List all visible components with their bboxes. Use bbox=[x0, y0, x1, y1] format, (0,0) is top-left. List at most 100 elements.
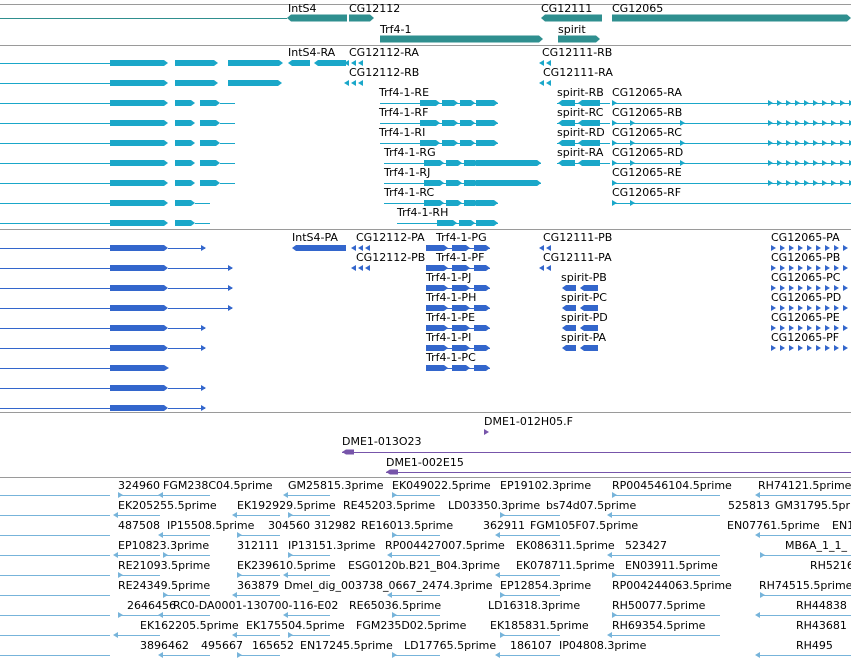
protein-label[interactable]: Trf4-1-PF bbox=[435, 251, 484, 264]
protein-label[interactable]: CG12111-PB bbox=[543, 231, 612, 244]
est-label[interactable]: EP19102.3prime bbox=[500, 479, 591, 492]
est-label[interactable]: ESG0120b.B21_B04.3prime bbox=[348, 559, 500, 572]
transcript-label[interactable]: CG12065-RC bbox=[612, 126, 682, 139]
est-label[interactable]: RH74121.5prime bbox=[758, 479, 851, 492]
est-label[interactable]: FGM105F07.5prime bbox=[530, 519, 638, 532]
est-label[interactable]: RH69354.5prime bbox=[612, 619, 706, 632]
protein-label[interactable]: CG12065-PE bbox=[771, 311, 840, 324]
est-label[interactable]: 312111 bbox=[237, 539, 279, 552]
transcript-label[interactable]: CG12065-RB bbox=[612, 106, 682, 119]
est-label[interactable]: RP004546104.5prime bbox=[612, 479, 732, 492]
protein-label[interactable]: Trf4-1-PG bbox=[435, 231, 487, 244]
protein-label[interactable]: Trf4-1-PJ bbox=[425, 271, 471, 284]
est-label[interactable]: RH495 bbox=[796, 639, 833, 652]
gene-label[interactable]: IntS4 bbox=[288, 2, 317, 15]
protein-label[interactable]: CG12065-PD bbox=[771, 291, 841, 304]
transcript-label[interactable]: IntS4-RA bbox=[288, 46, 336, 59]
transcript-label[interactable]: Trf4-1-RF bbox=[378, 106, 428, 119]
est-label[interactable]: RH50077.5prime bbox=[612, 599, 706, 612]
protein-label[interactable]: CG12065-PA bbox=[771, 231, 840, 244]
clone-label[interactable]: DME1-012H05.F bbox=[484, 415, 573, 428]
est-label[interactable]: GM25815.3prime bbox=[288, 479, 384, 492]
transcript-label[interactable]: Trf4-1-RJ bbox=[383, 166, 430, 179]
est-label[interactable]: 363879 bbox=[237, 579, 279, 592]
clone-label[interactable]: DME1-002E15 bbox=[386, 456, 464, 469]
est-label[interactable]: bs74d07.5prime bbox=[546, 499, 636, 512]
est-label[interactable]: FGM238C04.5prime bbox=[163, 479, 273, 492]
transcript-label[interactable]: spirit-RA bbox=[557, 146, 604, 159]
est-label[interactable]: 304560 bbox=[268, 519, 310, 532]
est-label[interactable]: RE16013.5prime bbox=[361, 519, 453, 532]
est-label[interactable]: EP12854.3prime bbox=[500, 579, 591, 592]
transcript-label[interactable]: CG12111-RA bbox=[543, 66, 613, 79]
protein-label[interactable]: Trf4-1-PH bbox=[425, 291, 476, 304]
protein-label[interactable]: CG12112-PA bbox=[356, 231, 425, 244]
transcript-label[interactable]: CG12065-RA bbox=[612, 86, 682, 99]
est-label[interactable]: MB6A_1_1_ bbox=[785, 539, 848, 552]
est-label[interactable]: EK162205.5prime bbox=[140, 619, 239, 632]
transcript-label[interactable]: spirit-RD bbox=[557, 126, 605, 139]
est-label[interactable]: LD03350.3prime bbox=[448, 499, 540, 512]
transcript-label[interactable]: CG12112-RA bbox=[349, 46, 419, 59]
protein-label[interactable]: CG12065-PB bbox=[771, 251, 840, 264]
est-label[interactable]: 165652 bbox=[252, 639, 294, 652]
est-label[interactable]: FGM235D02.5prime bbox=[356, 619, 467, 632]
protein-label[interactable]: Trf4-1-PC bbox=[425, 351, 476, 364]
est-label[interactable]: 487508 bbox=[118, 519, 160, 532]
est-label[interactable]: RH52167 bbox=[810, 559, 851, 572]
transcript-label[interactable]: CG12111-RB bbox=[542, 46, 612, 59]
protein-label[interactable]: CG12065-PC bbox=[771, 271, 841, 284]
est-label[interactable]: Dmel_dig_003738_0667_2474.3prime bbox=[284, 579, 493, 592]
protein-label[interactable]: CG12111-PA bbox=[543, 251, 612, 264]
clone-label[interactable]: DME1-013O23 bbox=[342, 435, 422, 448]
est-label[interactable]: IP13151.3prime bbox=[288, 539, 376, 552]
protein-label[interactable]: spirit-PC bbox=[561, 291, 607, 304]
protein-label[interactable]: spirit-PA bbox=[561, 331, 607, 344]
est-label[interactable]: EK175504.5prime bbox=[246, 619, 345, 632]
est-label[interactable]: RP004244063.5prime bbox=[612, 579, 732, 592]
est-label[interactable]: LD17765.5prime bbox=[404, 639, 496, 652]
est-label[interactable]: 324960 bbox=[118, 479, 160, 492]
protein-label[interactable]: CG12112-PB bbox=[356, 251, 425, 264]
est-label[interactable]: 312982 bbox=[314, 519, 356, 532]
est-label[interactable]: EK192929.5prime bbox=[237, 499, 336, 512]
gene-label[interactable]: CG12065 bbox=[612, 2, 663, 15]
est-label[interactable]: IP15508.5prime bbox=[167, 519, 255, 532]
gene-label[interactable]: CG12112 bbox=[349, 2, 400, 15]
protein-label[interactable]: IntS4-PA bbox=[292, 231, 338, 244]
protein-label[interactable]: CG12065-PF bbox=[771, 331, 839, 344]
transcript-label[interactable]: CG12065-RD bbox=[612, 146, 683, 159]
est-label[interactable]: LD16318.3prime bbox=[488, 599, 580, 612]
transcript-label[interactable]: Trf4-1-RE bbox=[378, 86, 429, 99]
est-label[interactable]: GM31795.5prime bbox=[775, 499, 851, 512]
est-label[interactable]: RE24349.5prime bbox=[118, 579, 210, 592]
est-label[interactable]: EK086311.5prime bbox=[516, 539, 615, 552]
transcript-label[interactable]: Trf4-1-RH bbox=[396, 206, 448, 219]
protein-label[interactable]: spirit-PD bbox=[561, 311, 608, 324]
transcript-label[interactable]: CG12065-RE bbox=[612, 166, 682, 179]
est-label[interactable]: EN07761.5prime bbox=[727, 519, 820, 532]
est-label[interactable]: RH74515.5prime bbox=[759, 579, 851, 592]
est-label[interactable]: EN1 bbox=[832, 519, 851, 532]
transcript-label[interactable]: Trf4-1-RI bbox=[378, 126, 425, 139]
est-label[interactable]: 525813 bbox=[728, 499, 770, 512]
est-label[interactable]: RH44838 bbox=[796, 599, 847, 612]
est-label[interactable]: EK239610.5prime bbox=[237, 559, 336, 572]
transcript-label[interactable]: Trf4-1-RC bbox=[383, 186, 435, 199]
est-label[interactable]: IP04808.3prime bbox=[559, 639, 647, 652]
est-label[interactable]: 2646456 bbox=[127, 599, 176, 612]
est-label[interactable]: 523427 bbox=[625, 539, 667, 552]
transcript-label[interactable]: CG12065-RF bbox=[612, 186, 681, 199]
est-label[interactable]: EK185831.5prime bbox=[490, 619, 589, 632]
est-label[interactable]: 495667 bbox=[201, 639, 243, 652]
est-label[interactable]: EP10823.3prime bbox=[118, 539, 209, 552]
est-label[interactable]: RE65036.5prime bbox=[349, 599, 441, 612]
est-label[interactable]: RH43681 bbox=[796, 619, 847, 632]
est-label[interactable]: EN17245.5prime bbox=[300, 639, 393, 652]
gene-label[interactable]: CG12111 bbox=[541, 2, 592, 15]
transcript-label[interactable]: spirit-RC bbox=[557, 106, 604, 119]
est-label[interactable]: RE21093.5prime bbox=[118, 559, 210, 572]
protein-label[interactable]: Trf4-1-PE bbox=[425, 311, 475, 324]
est-label[interactable]: 3896462 bbox=[140, 639, 189, 652]
est-label[interactable]: RC0-DA0001-130700-116-E02 bbox=[173, 599, 338, 612]
